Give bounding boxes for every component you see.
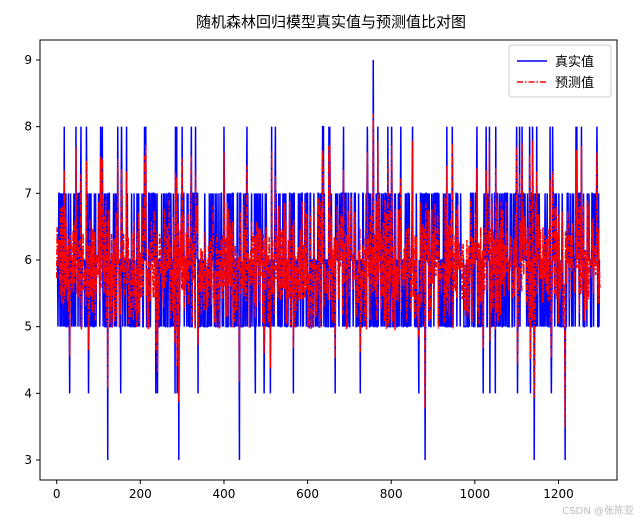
x-tick-label: 600 bbox=[296, 487, 319, 501]
y-tick-label: 8 bbox=[24, 120, 32, 134]
x-tick-label: 1200 bbox=[543, 487, 574, 501]
y-tick-label: 9 bbox=[24, 53, 32, 67]
y-tick-label: 6 bbox=[24, 253, 32, 267]
y-tick-label: 4 bbox=[24, 386, 32, 400]
legend-label: 预测值 bbox=[555, 75, 594, 91]
legend-label: 真实值 bbox=[555, 54, 594, 70]
y-axis: 3 4 5 6 7 8 9 bbox=[24, 53, 40, 467]
chart-title: 随机森林回归模型真实值与预测值比对图 bbox=[196, 13, 466, 31]
x-axis: 0 200 400 600 800 1000 1200 bbox=[53, 480, 574, 501]
x-tick-label: 1000 bbox=[460, 487, 491, 501]
series-layer bbox=[55, 59, 601, 461]
watermark: CSDN @张陈亚 bbox=[562, 506, 634, 517]
y-tick-label: 5 bbox=[24, 320, 32, 334]
x-tick-label: 800 bbox=[380, 487, 403, 501]
y-tick-label: 7 bbox=[24, 186, 32, 200]
x-tick-label: 400 bbox=[213, 487, 236, 501]
x-tick-label: 0 bbox=[53, 487, 61, 501]
legend-box bbox=[508, 44, 612, 98]
x-tick-label: 200 bbox=[129, 487, 152, 501]
series-pred-line bbox=[55, 113, 601, 427]
series-true-line bbox=[56, 59, 601, 461]
y-tick-label: 3 bbox=[24, 453, 32, 467]
